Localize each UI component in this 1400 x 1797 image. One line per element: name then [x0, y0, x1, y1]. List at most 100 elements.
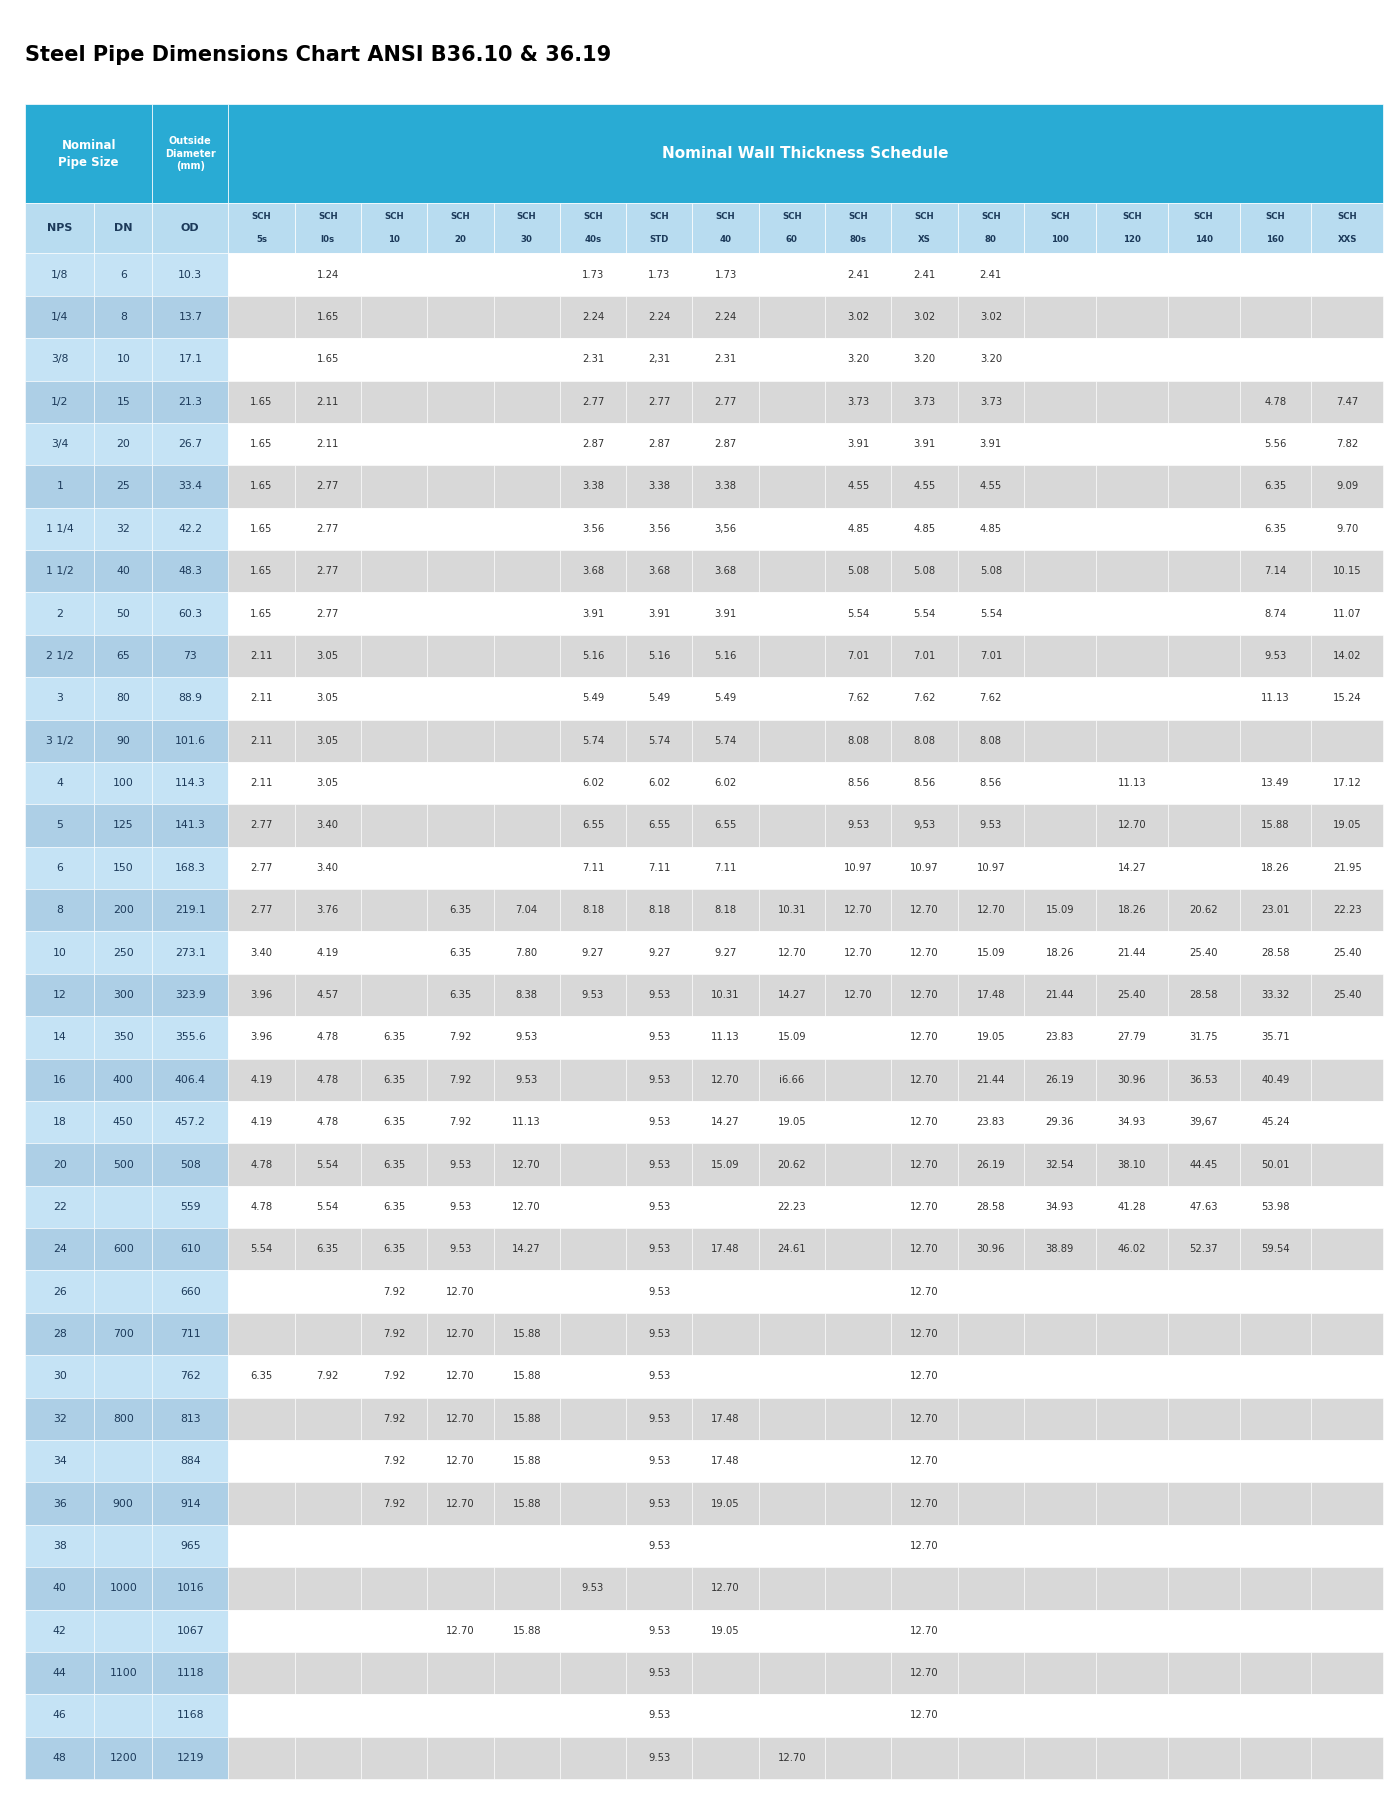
Text: 2.77: 2.77: [316, 482, 339, 491]
Text: 610: 610: [181, 1244, 200, 1254]
Text: SCH: SCH: [914, 212, 934, 221]
Text: 1.65: 1.65: [251, 482, 273, 491]
Bar: [294, 1524, 361, 1567]
Bar: [1023, 931, 1096, 974]
Bar: [560, 381, 626, 422]
Bar: [228, 338, 294, 381]
Text: 12.70: 12.70: [447, 1330, 475, 1339]
Bar: [1096, 1143, 1168, 1186]
Bar: [361, 1567, 427, 1610]
Text: 2.41: 2.41: [980, 270, 1002, 280]
Bar: [228, 253, 294, 297]
Bar: [94, 1186, 153, 1227]
Text: 20.62: 20.62: [777, 1159, 806, 1170]
Bar: [759, 846, 825, 890]
Text: 2.87: 2.87: [582, 438, 605, 449]
Text: 9.53: 9.53: [847, 821, 869, 830]
Bar: [153, 1017, 228, 1058]
Text: 2.77: 2.77: [316, 609, 339, 618]
Text: 101.6: 101.6: [175, 735, 206, 746]
Bar: [560, 1102, 626, 1143]
Text: 11.07: 11.07: [1333, 609, 1362, 618]
Bar: [693, 1186, 759, 1227]
Bar: [1239, 719, 1312, 762]
Bar: [294, 634, 361, 677]
Bar: [94, 1610, 153, 1651]
Text: 168.3: 168.3: [175, 863, 206, 873]
Bar: [1168, 677, 1239, 719]
Bar: [361, 1186, 427, 1227]
Text: 6.35: 6.35: [449, 947, 472, 958]
Text: 25.40: 25.40: [1333, 990, 1362, 999]
Bar: [25, 1270, 94, 1314]
Text: 6.55: 6.55: [714, 821, 736, 830]
Bar: [25, 509, 94, 550]
Bar: [25, 1439, 94, 1483]
Text: 42: 42: [53, 1626, 67, 1635]
Text: 12.70: 12.70: [910, 1033, 939, 1042]
Bar: [892, 203, 958, 253]
Bar: [25, 104, 153, 203]
Bar: [892, 297, 958, 338]
Bar: [693, 1398, 759, 1439]
Bar: [1239, 762, 1312, 805]
Bar: [825, 338, 892, 381]
Text: 2.77: 2.77: [316, 566, 339, 577]
Bar: [759, 1102, 825, 1143]
Text: 19.05: 19.05: [711, 1626, 741, 1635]
Text: 7.92: 7.92: [449, 1033, 472, 1042]
Bar: [94, 593, 153, 634]
Text: 6.35: 6.35: [316, 1244, 339, 1254]
Text: 19.05: 19.05: [777, 1118, 806, 1127]
Text: 32.54: 32.54: [1046, 1159, 1074, 1170]
Bar: [153, 1651, 228, 1695]
Text: 4.78: 4.78: [251, 1159, 273, 1170]
Text: 50: 50: [116, 609, 130, 618]
Bar: [825, 465, 892, 509]
Bar: [153, 890, 228, 931]
Bar: [494, 1058, 560, 1102]
Bar: [1312, 1143, 1383, 1186]
Bar: [153, 1567, 228, 1610]
Bar: [361, 1355, 427, 1398]
Bar: [892, 1314, 958, 1355]
Text: 700: 700: [113, 1330, 134, 1339]
Bar: [427, 1058, 494, 1102]
Bar: [1239, 1695, 1312, 1736]
Text: 5.08: 5.08: [913, 566, 935, 577]
Text: 1219: 1219: [176, 1752, 204, 1763]
Bar: [825, 1058, 892, 1102]
Bar: [1312, 1186, 1383, 1227]
Bar: [294, 1102, 361, 1143]
Bar: [1312, 1017, 1383, 1058]
Bar: [560, 1439, 626, 1483]
Text: 7.04: 7.04: [515, 906, 538, 915]
Bar: [427, 550, 494, 593]
Text: 300: 300: [113, 990, 134, 999]
Bar: [825, 1567, 892, 1610]
Text: 2.41: 2.41: [913, 270, 935, 280]
Bar: [1096, 1058, 1168, 1102]
Bar: [1239, 203, 1312, 253]
Bar: [427, 1651, 494, 1695]
Bar: [294, 1398, 361, 1439]
Bar: [361, 719, 427, 762]
Bar: [759, 1270, 825, 1314]
Text: 24: 24: [53, 1244, 67, 1254]
Bar: [1023, 1439, 1096, 1483]
Text: 17.48: 17.48: [711, 1244, 739, 1254]
Bar: [1312, 1610, 1383, 1651]
Bar: [1168, 203, 1239, 253]
Bar: [153, 1227, 228, 1270]
Bar: [759, 381, 825, 422]
Text: 12.70: 12.70: [447, 1371, 475, 1382]
Bar: [958, 465, 1023, 509]
Text: I0s: I0s: [321, 235, 335, 244]
Text: SCH: SCH: [783, 212, 802, 221]
Bar: [494, 1227, 560, 1270]
Bar: [1239, 1567, 1312, 1610]
Bar: [1168, 1017, 1239, 1058]
Text: STD: STD: [650, 235, 669, 244]
Bar: [153, 846, 228, 890]
Bar: [560, 805, 626, 846]
